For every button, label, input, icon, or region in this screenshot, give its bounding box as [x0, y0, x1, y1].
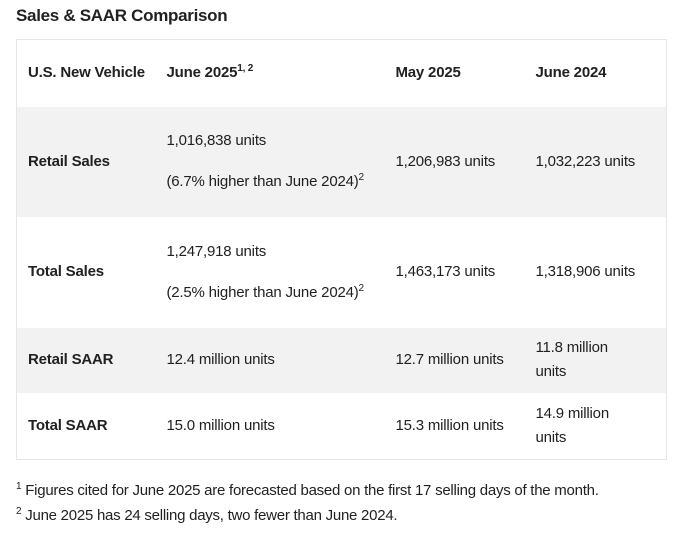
table-header-row: U.S. New Vehicle June 20251, 2 May 2025 … [17, 40, 667, 107]
cell-june-2025: 1,247,918 units (2.5% higher than June 2… [156, 217, 385, 328]
cell-june-2024: 11.8 million units [535, 339, 609, 380]
cell-may-2025: 1,206,983 units [395, 152, 496, 170]
cell-june-2025: 15.0 million units [166, 416, 275, 434]
note-text: (6.7% higher than June 2024) [166, 173, 359, 190]
table-row: Retail Sales 1,016,838 units (6.7% highe… [16, 106, 667, 217]
cell-june-2025: 1,016,838 units (6.7% higher than June 2… [156, 107, 385, 217]
footnote-mark: 2 [16, 506, 22, 517]
cell-value: 1,016,838 units [166, 132, 267, 149]
cell-value: 1,247,918 units [166, 242, 267, 260]
cell-june-2025: 12.4 million units [166, 351, 275, 368]
header-us-new-vehicle: U.S. New Vehicle [28, 64, 145, 82]
row-label: Retail Sales [28, 152, 110, 170]
header-june-2025: June 20251, 2 [156, 40, 385, 107]
cell-june-2024: 1,318,906 units [535, 263, 636, 280]
table-row: Total Sales 1,247,918 units (2.5% higher… [17, 217, 667, 328]
table-row: Retail SAAR 12.4 million units 12.7 mill… [16, 327, 667, 393]
header-may-2025: May 2025 [395, 64, 461, 82]
section-title: Sales & SAAR Comparison [16, 6, 228, 25]
cell-note: (2.5% higher than June 2024)2 [167, 281, 385, 305]
cell-june-2024: 1,032,223 units [535, 152, 636, 170]
header-june-2024: June 2024 [535, 64, 607, 82]
footnote-mark: 1 [16, 481, 22, 492]
footnote-ref: 1, 2 [237, 63, 254, 75]
footnote-1: 1 Figures cited for June 2025 are foreca… [16, 478, 599, 503]
sales-saar-table: U.S. New Vehicle June 20251, 2 May 2025 … [16, 39, 667, 460]
note-text: (2.5% higher than June 2024) [166, 283, 359, 301]
cell-may-2025: 15.3 million units [395, 416, 504, 434]
cell-note: (6.7% higher than June 2024)2 [167, 170, 385, 194]
row-label: Total SAAR [28, 416, 108, 434]
table-row: Total SAAR 15.0 million units 15.3 milli… [17, 393, 667, 460]
footnote-text: Figures cited for June 2025 are forecast… [25, 482, 599, 499]
footnote-2: 2 June 2025 has 24 selling days, two few… [16, 503, 599, 528]
footnote-text: June 2025 has 24 selling days, two fewer… [25, 507, 398, 524]
footnotes: 1 Figures cited for June 2025 are foreca… [16, 478, 599, 528]
footnote-ref: 2 [358, 172, 365, 183]
row-label: Retail SAAR [28, 351, 114, 368]
cell-june-2024: 14.9 million units [535, 404, 610, 446]
header-label: June 2025 [166, 64, 238, 82]
footnote-ref: 2 [358, 282, 365, 294]
row-label: Total Sales [28, 263, 104, 280]
cell-may-2025: 12.7 million units [395, 351, 504, 368]
cell-may-2025: 1,463,173 units [395, 263, 496, 280]
